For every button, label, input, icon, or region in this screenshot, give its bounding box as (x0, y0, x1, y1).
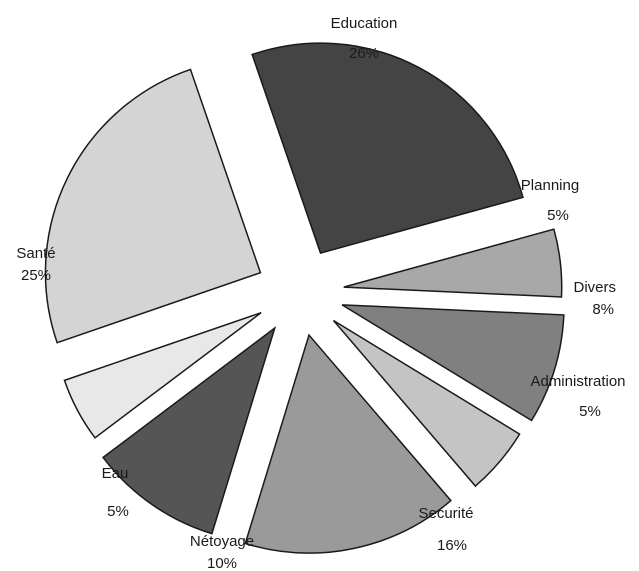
pie-slice-divers (341, 304, 565, 422)
pie-slice-eau (63, 311, 262, 439)
slice-value-label-eau: 5% (107, 503, 129, 520)
pie-slice-administration (332, 319, 521, 488)
slice-label-netoyage: Nétoyage (190, 533, 254, 550)
slice-value-label-netoyage: 10% (207, 555, 237, 571)
slice-label-divers: Divers (573, 279, 616, 296)
slice-value-label-divers: 8% (592, 301, 614, 318)
slice-value-label-education: 26% (349, 45, 379, 62)
slice-value-label-securite: 16% (437, 537, 467, 554)
slice-value-label-sante: 25% (21, 267, 51, 284)
pie-labels: Education 26% Planning 5% Divers 8% Administra… (16, 15, 625, 571)
pie-slices (44, 42, 565, 554)
pie-slice-education (251, 42, 524, 254)
slice-label-eau: Eau (102, 465, 129, 482)
pie-slice-sante (44, 68, 262, 344)
slice-label-education: Education (331, 15, 398, 32)
pie-slice-netoyage (102, 326, 277, 535)
pie-slice-planning (343, 228, 563, 298)
slice-label-sante: Santé (16, 245, 55, 262)
pie-slice-securite (244, 333, 452, 554)
slice-label-administration: Administration (530, 373, 625, 390)
slice-value-label-administration: 5% (579, 403, 601, 420)
slice-label-planning: Planning (521, 177, 579, 194)
slice-value-label-planning: 5% (547, 207, 569, 224)
slice-label-securite: Securité (418, 505, 473, 522)
